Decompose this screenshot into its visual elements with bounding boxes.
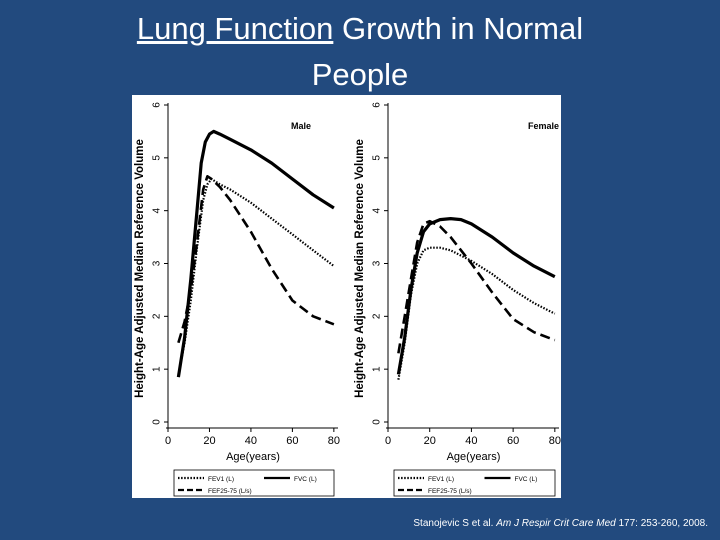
panel-2-x-tick-label: 20 xyxy=(424,435,436,447)
panel-1-y-tick-label: 4 xyxy=(152,207,163,213)
panel-1-legend-label: FEF25-75 (L/s) xyxy=(208,488,252,495)
panel-1-legend-box xyxy=(173,469,335,497)
slide-title: Lung Function Growth in Normal People xyxy=(0,6,720,98)
title-line-1-rest: Growth in Normal xyxy=(333,11,584,46)
panel-1-x-tick-label: 40 xyxy=(245,435,257,447)
panel-2-x-axis-title: Age(years) xyxy=(447,451,501,463)
panel-1-series-dashed xyxy=(177,175,335,344)
panel-2-x-tick-label: 80 xyxy=(549,435,561,447)
panel-2-legend-label: FEV1 (L) xyxy=(428,476,454,483)
panel-2-y-tick-label: 2 xyxy=(372,313,383,319)
panel-1-y-tick-label: 1 xyxy=(152,366,163,372)
panel-1-y-tick-label: 5 xyxy=(152,155,163,161)
panel-1-y-tick-label: 2 xyxy=(152,313,163,319)
panel-2-y-axis-title: Height-Age Adjusted Median Reference Vol… xyxy=(354,139,366,398)
figure-panel: 0 1 2 3 4 5 6 0 20 40 60 80 Age(years) Height-Age Adj… xyxy=(132,95,561,498)
panel-2-x-tick-label: 60 xyxy=(507,435,519,447)
panel-2-x-tick-label: 40 xyxy=(465,435,477,447)
panel-2-series-dashed xyxy=(397,219,556,354)
panel-2-series-solid xyxy=(396,216,556,375)
panel-1-y-axis-title: Height-Age Adjusted Median Reference Vol… xyxy=(134,139,146,398)
panel-1-series-solid xyxy=(176,129,335,378)
panel-2-y-tick-label: 5 xyxy=(372,155,383,161)
title-underlined: Lung Function xyxy=(136,11,334,46)
panel-2-y-tick-label: 4 xyxy=(372,207,383,213)
panel-2-y-tick-label: 3 xyxy=(372,260,383,266)
panel-2-legend-label: FEF25-75 (L/s) xyxy=(428,488,472,495)
panel-1-label: Male xyxy=(291,121,311,131)
panel-1-x-tick-label: 20 xyxy=(203,435,215,447)
citation-prefix: Stanojevic S et al. xyxy=(413,518,497,529)
panel-1-x-axis-title: Age(years) xyxy=(226,451,280,463)
panel-1-x-tick-label: 80 xyxy=(328,435,340,447)
panel-1-y-tick-label: 6 xyxy=(152,102,163,108)
citation-details: 177: 253-260, 2008. xyxy=(615,518,708,529)
title-line-2: People xyxy=(311,57,409,92)
panel-2-y-tick-label: 6 xyxy=(372,102,383,108)
panel-1-x-tick-label: 0 xyxy=(165,435,171,447)
panel-2-legend-box xyxy=(393,469,556,497)
panel-1-legend-label: FVC (L) xyxy=(294,476,317,483)
citation-journal: Am J Respir Crit Care Med xyxy=(496,518,616,529)
citation: Stanojevic S et al. Am J Respir Crit Car… xyxy=(413,518,708,529)
panel-2-y-tick-label: 1 xyxy=(372,366,383,372)
panel-1-series-dotted xyxy=(177,177,335,375)
panel-2-x-tick-label: 0 xyxy=(385,435,391,447)
panel-1-legend-label: FEV1 (L) xyxy=(208,476,234,483)
title-line-1: Lung Function Growth in Normal xyxy=(0,6,720,52)
panel-2-y-tick-label: 0 xyxy=(372,419,383,425)
panel-2-label: Female xyxy=(528,121,559,131)
panel-1-y-tick-label: 0 xyxy=(152,419,163,425)
panel-2-legend-label: FVC (L) xyxy=(515,476,538,483)
panel-1-y-tick-label: 3 xyxy=(152,260,163,266)
panel-1-x-tick-label: 60 xyxy=(286,435,298,447)
panel-2-series-dotted xyxy=(397,246,556,380)
